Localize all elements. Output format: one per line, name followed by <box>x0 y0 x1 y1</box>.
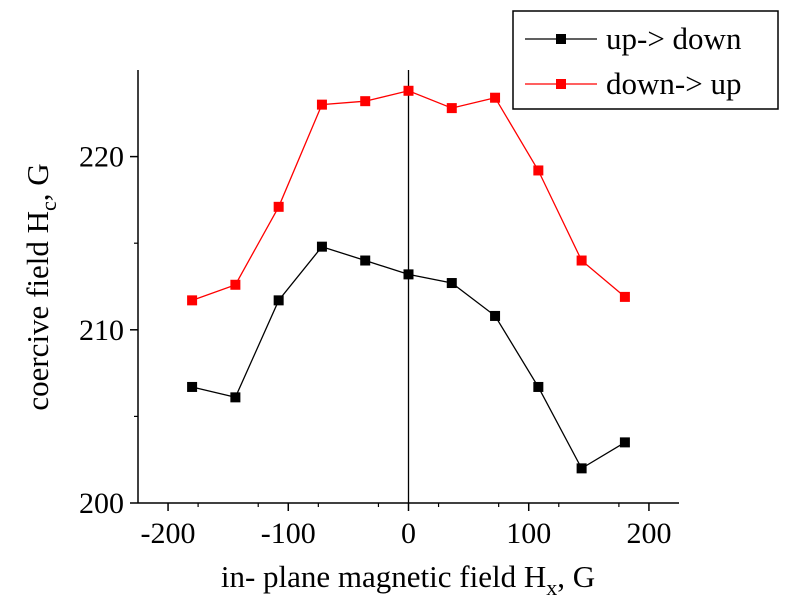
legend-label: up-> down <box>606 21 742 56</box>
data-point <box>619 291 630 302</box>
data-point <box>403 269 414 280</box>
data-point <box>403 85 414 96</box>
legend-label: down-> up <box>606 66 741 101</box>
x-axis: -200 -100 0 100 200 <box>141 503 671 550</box>
data-point <box>576 463 587 474</box>
data-point <box>576 255 587 266</box>
x-tick-label: -200 <box>141 517 196 550</box>
data-point <box>490 92 501 103</box>
legend-marker <box>556 79 566 89</box>
data-point <box>446 278 457 289</box>
y-axis-label: coercive field Hc, G <box>20 163 61 410</box>
legend: up-> down down-> up <box>512 10 779 110</box>
data-point <box>230 392 241 403</box>
data-point <box>273 201 284 212</box>
y-tick-label: 200 <box>79 487 124 520</box>
legend-box <box>512 10 779 110</box>
series-2 <box>187 85 630 306</box>
data-point <box>619 437 630 448</box>
series-layer <box>187 85 630 474</box>
data-point <box>187 295 198 306</box>
y-axis: 200 210 220 <box>79 141 138 520</box>
legend-item: up-> down <box>525 21 742 56</box>
data-point <box>230 279 241 290</box>
data-point <box>533 381 544 392</box>
data-point <box>533 165 544 176</box>
legend-marker <box>556 34 566 44</box>
data-point <box>446 103 457 114</box>
data-point <box>490 310 501 321</box>
x-tick-label: 0 <box>401 517 416 550</box>
y-tick-label: 210 <box>79 314 124 347</box>
x-tick-label: 100 <box>506 517 551 550</box>
data-point <box>316 99 327 110</box>
x-tick-label: 200 <box>626 517 671 550</box>
data-point <box>187 381 198 392</box>
y-tick-label: 220 <box>79 141 124 174</box>
data-point <box>360 255 371 266</box>
data-point <box>360 96 371 107</box>
x-axis-label: in- plane magnetic field Hx, G <box>221 559 595 600</box>
x-tick-label: -100 <box>261 517 316 550</box>
data-point <box>316 241 327 252</box>
series-1 <box>187 241 630 474</box>
legend-item: down-> up <box>525 66 741 101</box>
data-point <box>273 295 284 306</box>
